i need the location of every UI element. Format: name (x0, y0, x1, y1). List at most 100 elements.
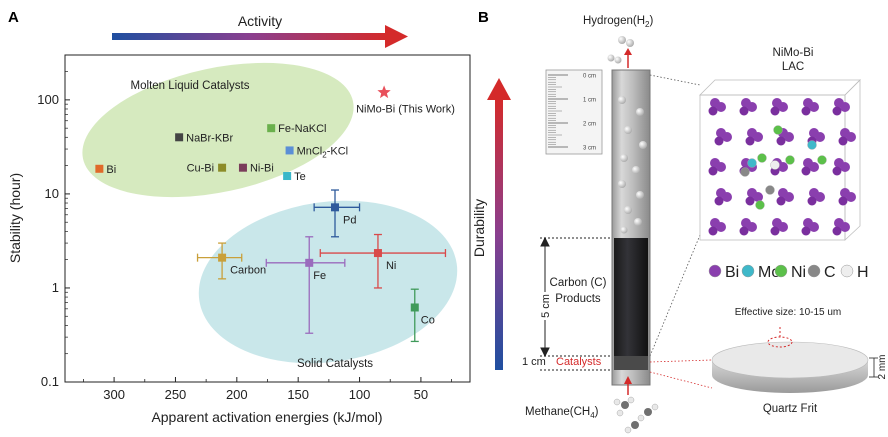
bi-atom (815, 192, 825, 202)
point-label: Carbon (230, 265, 266, 277)
ruler-tick-label: 3 cm (583, 146, 596, 152)
mo-atom (807, 140, 817, 150)
point-label: Bi (106, 164, 116, 176)
bi-atom (753, 192, 763, 202)
square-marker (218, 163, 227, 172)
legend-atom-ni (774, 264, 788, 278)
methane-label: Methane(CH4) (525, 406, 599, 420)
point-pd: Pd (313, 189, 361, 238)
durability-arrow (487, 78, 511, 370)
bi-atom (838, 136, 848, 146)
point-label: NiMo-Bi (This Work) (356, 103, 455, 115)
one-cm-label: 1 cm (522, 356, 546, 368)
point-label: Pd (343, 214, 356, 226)
bi-atom (747, 102, 757, 112)
y-tick-label: 100 (37, 92, 59, 107)
bi-atom (716, 162, 726, 172)
panel-a-label: A (8, 9, 19, 26)
bi-atom (846, 192, 856, 202)
legend-atom-h (840, 264, 854, 278)
ruler-tick-label: 0 cm (583, 74, 596, 80)
bi-atom (846, 132, 856, 142)
methane-molecules (613, 376, 659, 434)
c-atom (765, 185, 775, 195)
square-marker (410, 303, 419, 312)
mo-atom (747, 158, 757, 168)
square-marker (218, 253, 227, 262)
legend-atom-mo (741, 264, 755, 278)
x-tick-label: 250 (165, 387, 187, 402)
square-marker (331, 203, 339, 212)
square-marker (95, 164, 104, 173)
square-marker (175, 133, 184, 142)
point-nabr-kbr: NaBr-KBr (175, 132, 234, 144)
point-fe: Fe (265, 236, 346, 334)
bi-atom (745, 136, 755, 146)
bi-atom (770, 226, 780, 236)
bi-atom (770, 106, 780, 116)
bi-atom (807, 196, 817, 206)
atom-legend: Bi Mo Ni C H (708, 264, 869, 281)
bi-atom (838, 196, 848, 206)
bi-atom (708, 226, 718, 236)
data-points: NiMo-Bi (This Work) NaBr-KBr Fe-NaKCl MnCl2… (95, 85, 455, 343)
point-carbon: Carbon (196, 242, 266, 280)
bi-atom (784, 132, 794, 142)
ruler: 0 cm 1 cm 2 cm 3 cm (545, 69, 603, 155)
point-label: NaBr-KBr (186, 132, 233, 144)
point-label: Ni (386, 260, 396, 272)
x-tick-label: 150 (287, 387, 309, 402)
five-cm-label: 5 cm (540, 294, 552, 318)
molten-region-label: Molten Liquid Catalysts (131, 80, 250, 92)
legend-atom-label: Mo (758, 264, 780, 281)
bi-atom (840, 102, 850, 112)
bi-atom (722, 192, 732, 202)
ruler-tick-label: 2 cm (583, 122, 596, 128)
point-co: Co (410, 288, 435, 343)
bi-atom (776, 136, 786, 146)
ni-atom (817, 155, 827, 165)
bi-atom (753, 132, 763, 142)
x-tick-label: 200 (226, 387, 248, 402)
projection-lines (649, 74, 713, 389)
bi-atom (801, 106, 811, 116)
square-marker (283, 172, 292, 181)
carbon-label-line2: Products (555, 293, 601, 305)
ni-atom (785, 155, 795, 165)
point-te: Te (283, 171, 306, 183)
y-tick-label: 1 (52, 280, 59, 295)
x-ticks: 300 250 200 150 100 50 (83, 377, 452, 402)
bi-atom (840, 222, 850, 232)
bi-atom (708, 166, 718, 176)
square-marker (267, 124, 276, 133)
bi-atom (778, 162, 788, 172)
point-label: Ni-Bi (250, 163, 274, 175)
bi-atom (801, 166, 811, 176)
bi-atom (745, 196, 755, 206)
dimension-markers (540, 236, 610, 371)
molten-region (82, 62, 354, 198)
point-bi: Bi (95, 164, 116, 176)
durability-label: Durability (471, 199, 487, 257)
square-marker (373, 249, 382, 258)
bi-atom (832, 226, 842, 236)
point-label: Co (421, 314, 435, 326)
point-fe-nakcl: Fe-NaKCl (267, 123, 326, 135)
bi-atom (722, 132, 732, 142)
bi-atom (809, 162, 819, 172)
point-label: Te (294, 171, 306, 183)
h-atom (770, 160, 780, 170)
effective-size-label: Effective size: 10-15 um (735, 307, 842, 318)
point-label: Fe (313, 270, 326, 282)
bi-atom (739, 226, 749, 236)
x-tick-label: 50 (414, 387, 428, 402)
bi-atom (714, 136, 724, 146)
lac-atoms (708, 98, 856, 236)
bi-atom (832, 166, 842, 176)
point-label: MnCl2-KCl (297, 145, 349, 159)
catalysts-label: Catalysts (556, 356, 602, 368)
square-marker (305, 258, 314, 267)
bi-atom (840, 162, 850, 172)
bi-atom (747, 222, 757, 232)
